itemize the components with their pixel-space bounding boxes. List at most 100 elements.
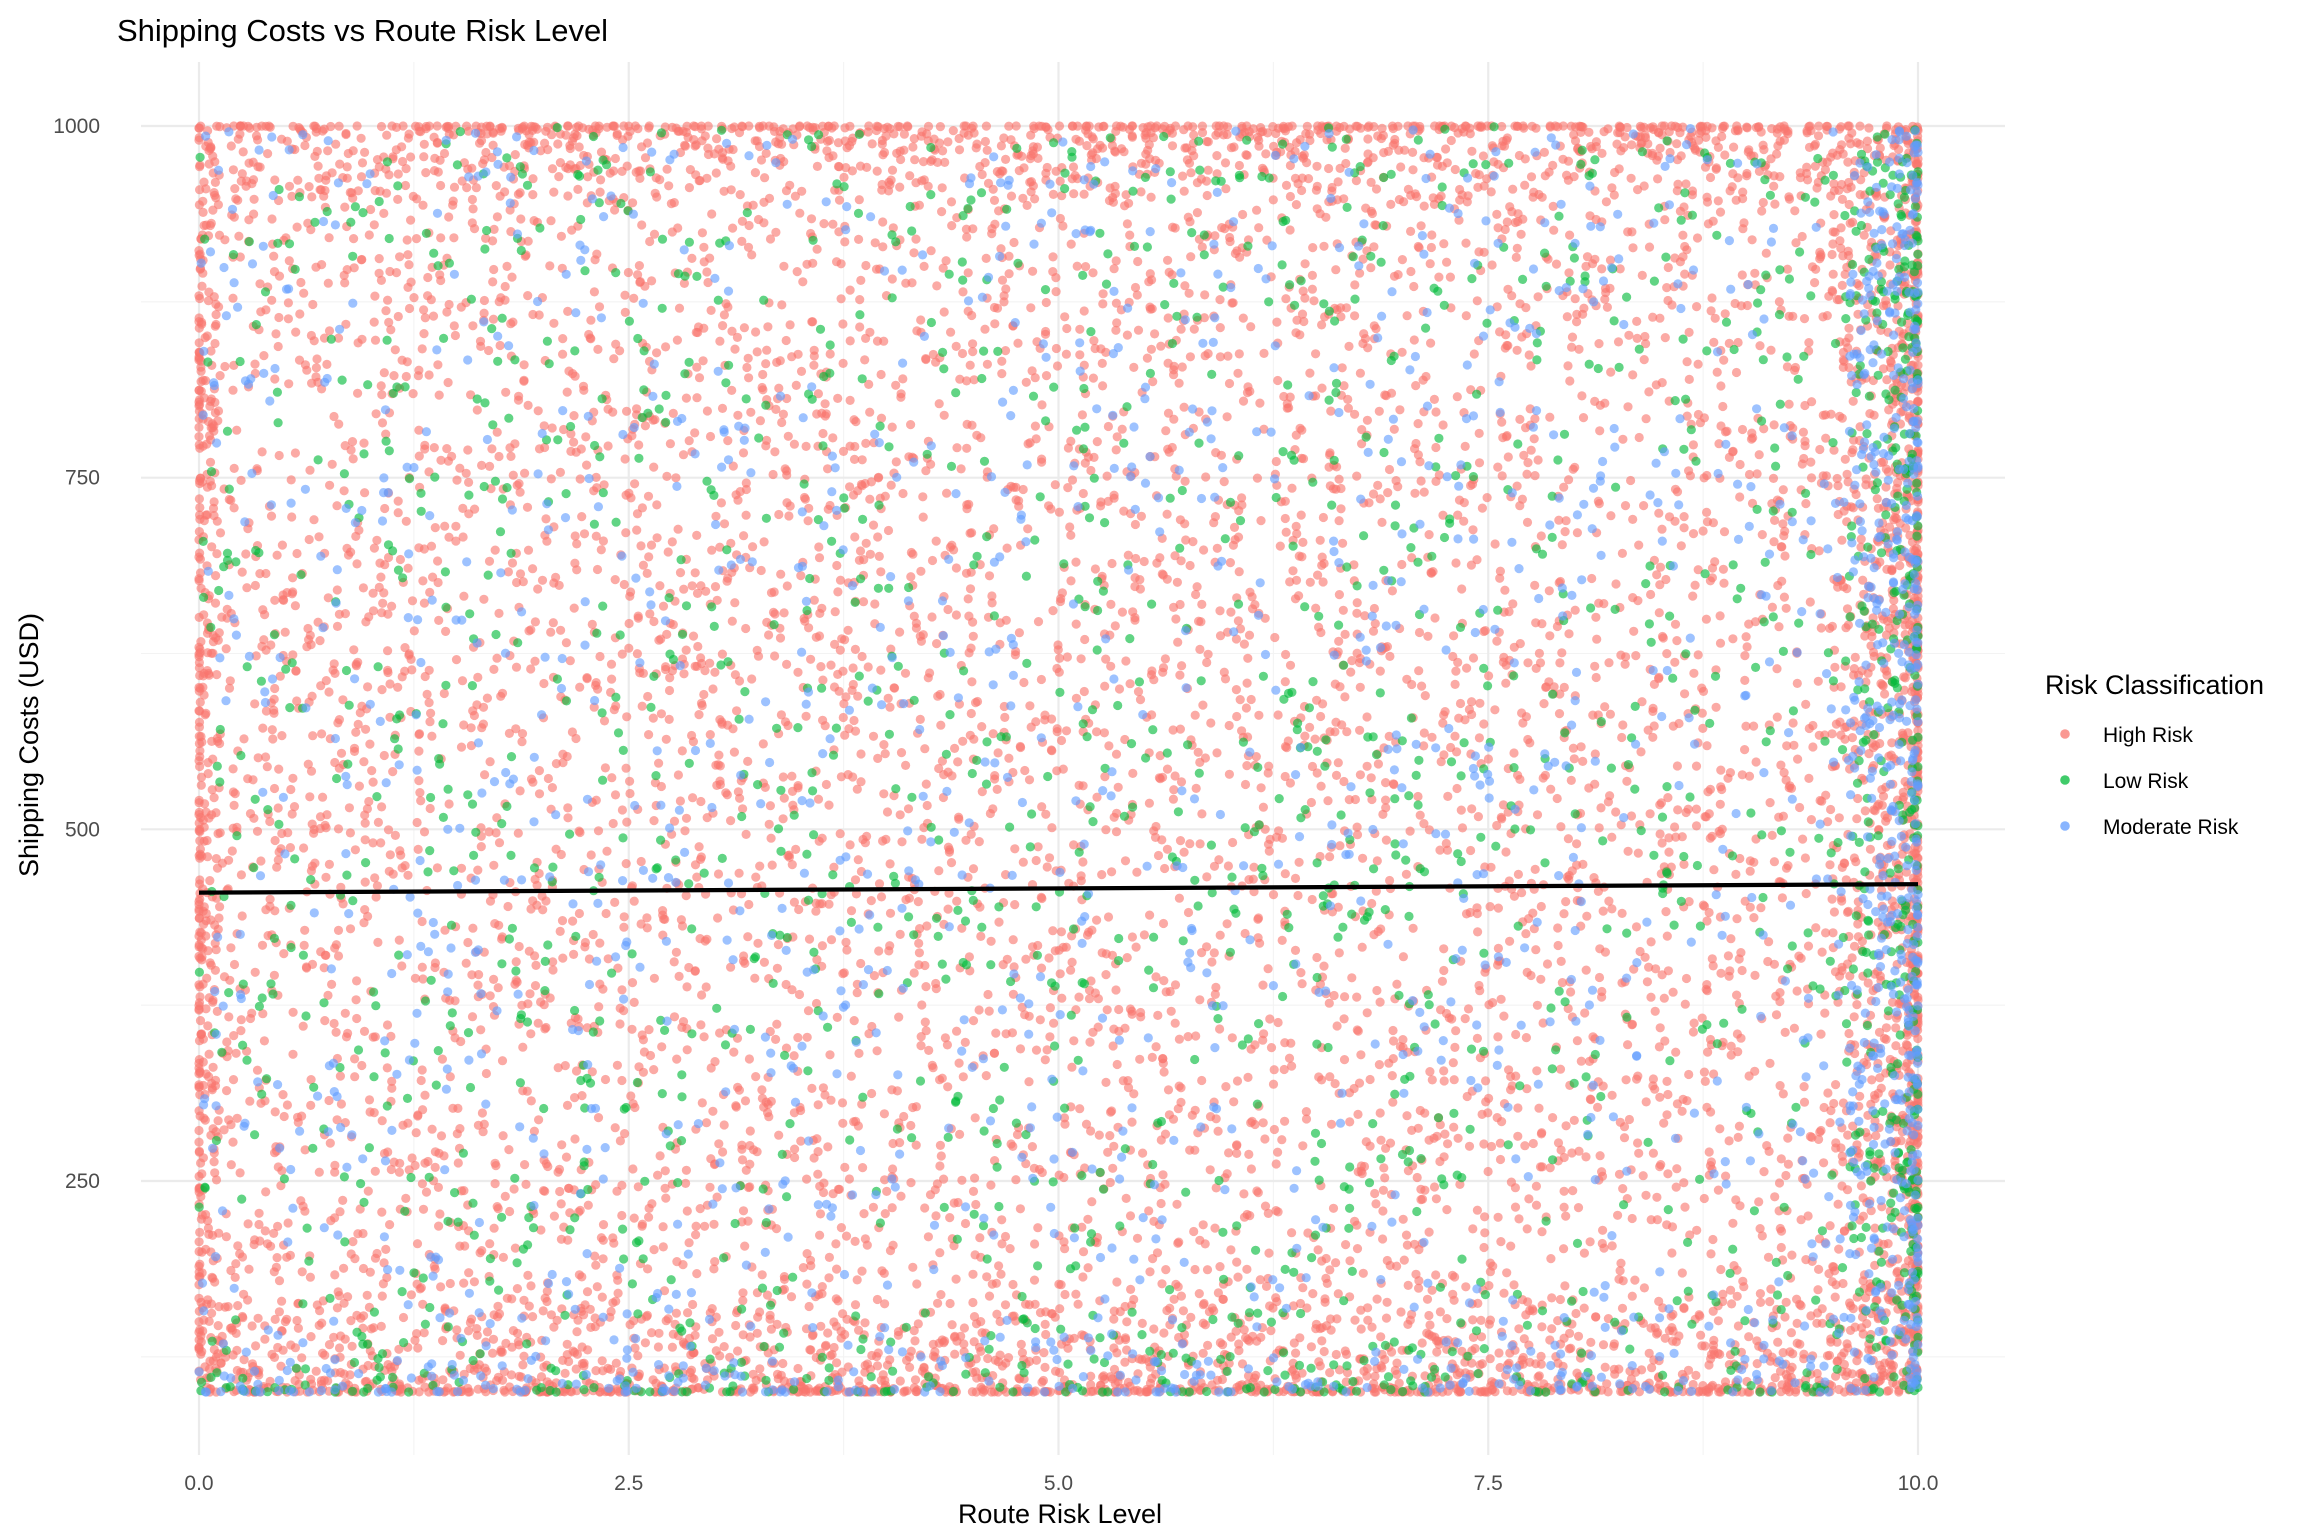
data-point [653, 1342, 664, 1352]
data-point [1764, 937, 1774, 947]
data-point [1431, 1270, 1441, 1280]
data-point [1784, 192, 1794, 202]
data-point [927, 612, 937, 622]
data-point [1567, 1148, 1577, 1158]
data-point [694, 842, 704, 852]
data-point [1396, 162, 1406, 172]
data-point [1268, 195, 1278, 205]
data-point [362, 804, 372, 814]
data-point [1066, 530, 1076, 540]
data-point [252, 826, 263, 836]
data-point [1403, 184, 1413, 194]
data-point [244, 158, 254, 168]
data-point [1107, 867, 1117, 877]
data-point [1825, 1221, 1835, 1231]
data-point [1732, 1291, 1742, 1301]
data-point [610, 153, 621, 164]
data-point [283, 298, 293, 308]
data-point [1220, 674, 1231, 684]
data-point [1040, 1055, 1050, 1065]
data-point [1287, 121, 1297, 131]
data-point [1393, 270, 1403, 280]
data-point [711, 168, 721, 178]
data-point [1139, 930, 1149, 940]
data-point [1493, 1212, 1503, 1222]
data-point [451, 521, 461, 531]
data-point [1230, 535, 1240, 545]
data-point [1092, 437, 1102, 447]
data-point [852, 1275, 862, 1285]
data-point [882, 1360, 893, 1370]
data-point [549, 1211, 560, 1221]
data-point [1002, 954, 1012, 964]
data-point [1109, 1141, 1119, 1151]
data-point [1566, 775, 1576, 786]
data-point [363, 1186, 373, 1196]
data-point [688, 737, 699, 747]
data-point [1744, 1332, 1754, 1342]
data-point [1546, 784, 1556, 794]
data-point [1008, 989, 1019, 999]
data-point [1000, 346, 1011, 356]
data-point [841, 1231, 852, 1241]
data-point [1844, 199, 1854, 210]
grid-minor-lines [141, 62, 2005, 1455]
data-point [1702, 197, 1713, 207]
data-point [528, 174, 538, 184]
data-point [1235, 695, 1245, 705]
data-point [705, 431, 716, 442]
data-point [905, 171, 915, 181]
data-point [1365, 1074, 1375, 1085]
data-point [1048, 926, 1058, 936]
data-point [1335, 841, 1345, 851]
data-point [1330, 1079, 1340, 1089]
data-point [728, 461, 738, 471]
data-point [611, 339, 621, 349]
data-point [334, 121, 344, 131]
data-point [1684, 374, 1694, 384]
data-point [787, 771, 797, 781]
data-point [1129, 1089, 1139, 1099]
data-point [981, 1071, 991, 1081]
data-point [523, 291, 533, 301]
data-point [984, 1006, 994, 1016]
data-point [1691, 761, 1702, 771]
data-point [815, 1209, 826, 1219]
data-point [1388, 1036, 1399, 1046]
data-point [1148, 377, 1158, 387]
data-point [472, 1330, 482, 1340]
data-point [457, 676, 468, 686]
data-point [270, 683, 280, 694]
data-point [1222, 1169, 1232, 1179]
data-point [968, 631, 978, 641]
data-point [1749, 913, 1759, 923]
data-point [1633, 848, 1643, 858]
data-point [690, 428, 700, 438]
data-point [211, 299, 221, 309]
data-point [299, 288, 309, 298]
data-point [1282, 743, 1292, 753]
data-point [938, 146, 948, 156]
data-point [517, 737, 527, 747]
data-point [1135, 695, 1146, 705]
data-point [393, 194, 403, 204]
data-point [628, 198, 638, 208]
data-point [1468, 1315, 1478, 1325]
data-point [642, 913, 652, 923]
data-point [746, 407, 756, 417]
data-point [1218, 1294, 1228, 1304]
data-point [569, 437, 579, 447]
data-point [658, 1242, 668, 1252]
data-point [643, 491, 654, 501]
data-point [1450, 1272, 1460, 1282]
data-point [426, 708, 436, 718]
data-point [1313, 570, 1323, 580]
data-point [1305, 368, 1315, 378]
data-point [935, 122, 946, 132]
data-point [1704, 907, 1714, 918]
data-point [272, 550, 282, 560]
data-point [947, 1320, 957, 1330]
data-point [1716, 782, 1726, 792]
data-point [652, 533, 662, 543]
data-point [253, 162, 263, 172]
